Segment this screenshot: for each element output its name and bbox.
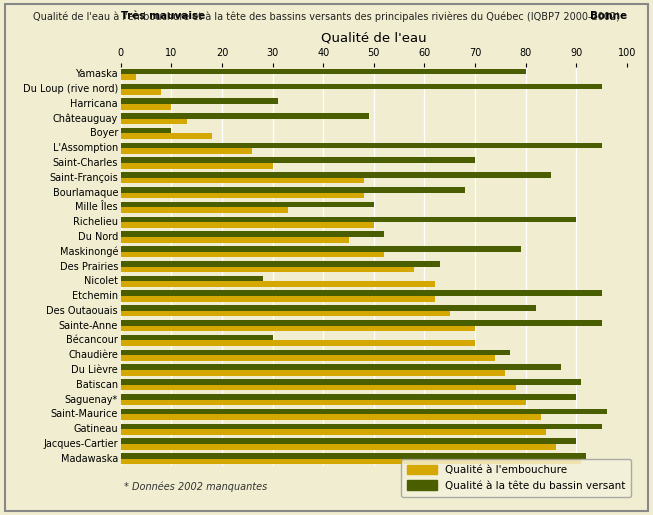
Bar: [121, 163, 273, 168]
Bar: [121, 385, 516, 390]
Bar: [121, 290, 601, 296]
Bar: [121, 113, 369, 118]
Bar: [121, 178, 364, 183]
Bar: [121, 409, 607, 415]
Bar: [121, 208, 288, 213]
Text: Qualité de l'eau à l'embouchure et à la tête des bassins versants des principale: Qualité de l'eau à l'embouchure et à la …: [33, 11, 620, 22]
Bar: [121, 453, 586, 459]
Bar: [121, 237, 349, 243]
Bar: [121, 252, 384, 258]
Bar: [121, 202, 374, 208]
Bar: [121, 193, 364, 198]
Bar: [121, 415, 541, 420]
Text: Bonne: Bonne: [590, 11, 627, 21]
Bar: [121, 261, 439, 267]
Bar: [121, 158, 475, 163]
Bar: [121, 459, 581, 465]
Bar: [121, 128, 171, 133]
Bar: [121, 267, 414, 272]
Bar: [121, 335, 273, 340]
Bar: [121, 350, 511, 355]
Bar: [121, 89, 161, 95]
Bar: [121, 148, 252, 154]
Bar: [121, 222, 374, 228]
Bar: [121, 98, 278, 104]
Text: Très mauvaise: Très mauvaise: [121, 11, 205, 21]
Bar: [121, 438, 576, 444]
Bar: [121, 172, 551, 178]
Bar: [121, 74, 136, 80]
Bar: [121, 296, 435, 302]
Bar: [121, 379, 581, 385]
Bar: [121, 187, 465, 193]
Bar: [121, 231, 384, 237]
Legend: Qualité à l'embouchure, Qualité à la tête du bassin versant: Qualité à l'embouchure, Qualité à la têt…: [401, 459, 631, 497]
Bar: [121, 104, 171, 110]
Bar: [121, 311, 450, 317]
Bar: [121, 83, 601, 89]
Bar: [121, 340, 475, 346]
Bar: [121, 133, 212, 139]
Title: Qualité de l'eau: Qualité de l'eau: [321, 32, 426, 45]
Bar: [121, 423, 601, 429]
Bar: [121, 68, 526, 74]
Bar: [121, 444, 556, 450]
Bar: [121, 246, 520, 252]
Bar: [121, 305, 535, 311]
Bar: [121, 370, 505, 375]
Text: * Données 2002 manquantes: * Données 2002 manquantes: [124, 482, 267, 492]
Bar: [121, 143, 601, 148]
Bar: [121, 325, 475, 331]
Bar: [121, 276, 263, 281]
Bar: [121, 394, 576, 400]
Bar: [121, 320, 601, 325]
Bar: [121, 429, 546, 435]
Bar: [121, 355, 496, 361]
Bar: [121, 216, 576, 222]
Bar: [121, 365, 561, 370]
Bar: [121, 118, 187, 124]
Bar: [121, 400, 526, 405]
Bar: [121, 281, 435, 287]
